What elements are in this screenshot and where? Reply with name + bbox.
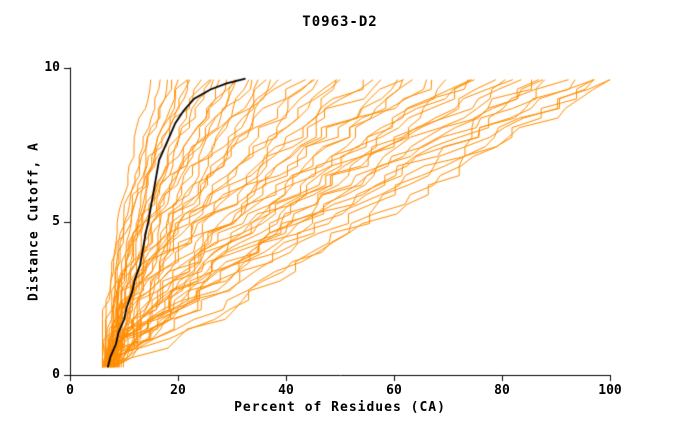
y-tick-label: 5 — [52, 213, 60, 229]
y-tick-label: 0 — [52, 367, 60, 382]
x-tick-label: 80 — [494, 383, 510, 398]
x-tick-label: 20 — [170, 383, 186, 398]
x-tick-label: 100 — [598, 383, 622, 398]
x-tick-label: 60 — [386, 383, 402, 398]
x-tick-label: 40 — [278, 383, 294, 398]
x-axis-label: Percent of Residues (CA) — [234, 400, 446, 415]
chart-title: T0963-D2 — [302, 14, 378, 30]
y-tick-label: 10 — [44, 60, 60, 75]
x-tick-label: 0 — [66, 383, 74, 398]
